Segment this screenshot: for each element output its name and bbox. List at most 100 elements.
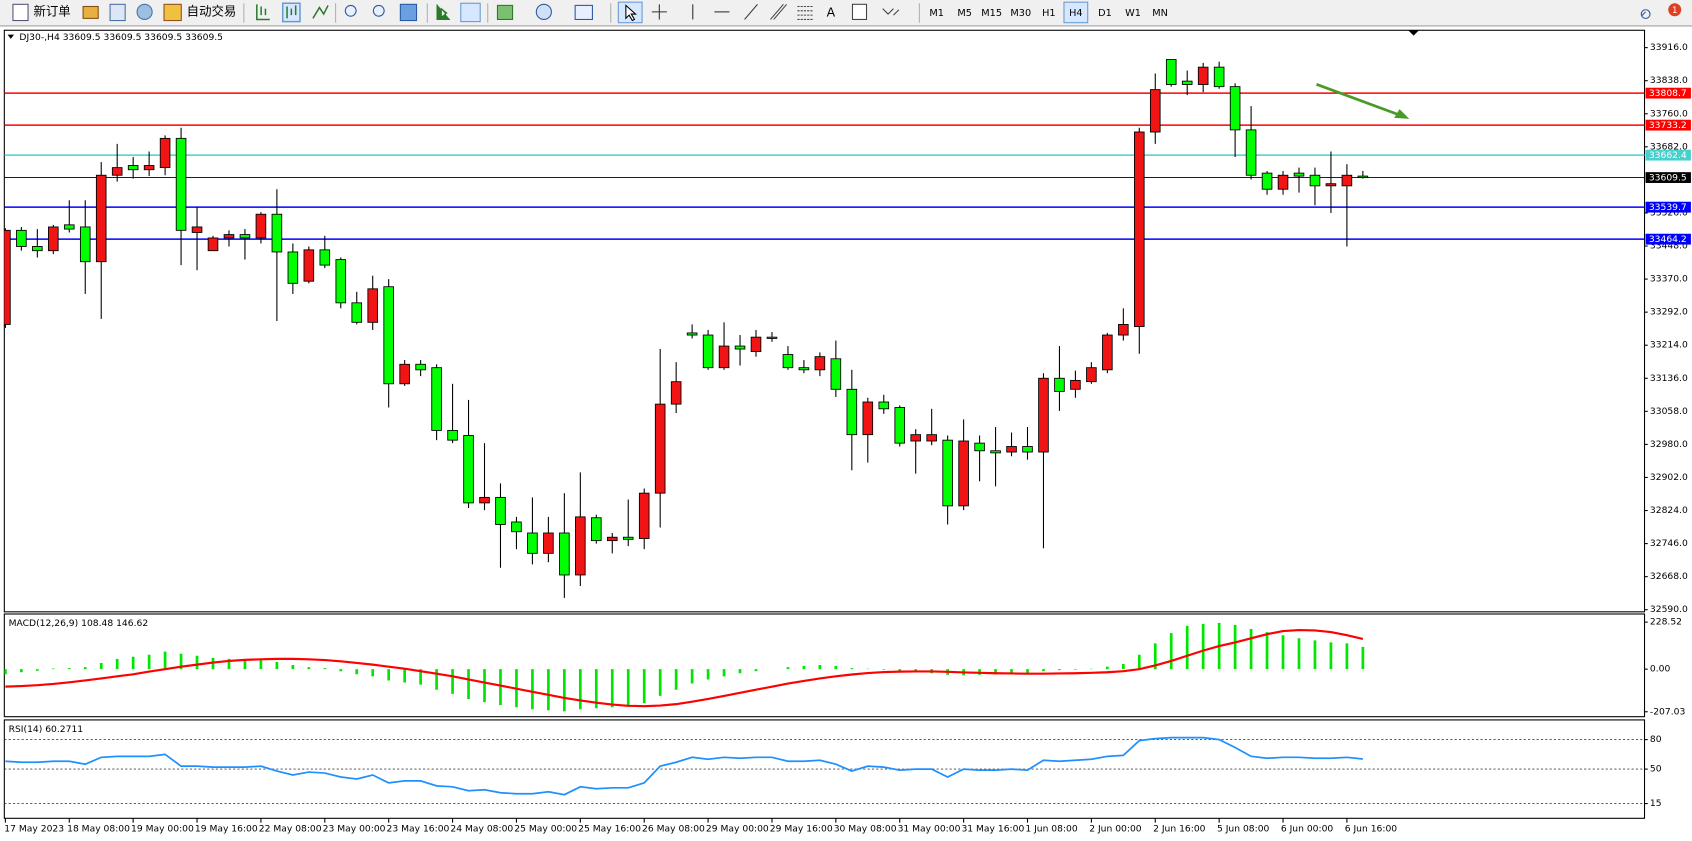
templates[interactable] (574, 4, 593, 20)
timeframe[interactable]: H4 (1069, 8, 1082, 19)
icon[interactable] (312, 5, 329, 19)
candle-body (95, 174, 107, 263)
tile-windows[interactable] (399, 3, 418, 22)
x-tick-label: 23 May 00:00 (323, 824, 386, 835)
symbol-menu[interactable] (7, 34, 15, 39)
notification-badge[interactable] (1668, 3, 1682, 17)
y-tick-label: 33370.0 (1650, 274, 1688, 285)
search[interactable] (1640, 9, 1651, 19)
candle-body (335, 259, 347, 304)
icon[interactable] (82, 5, 99, 19)
price-label-box (1645, 233, 1691, 245)
icon[interactable] (136, 3, 153, 20)
new-order[interactable]: 新订单 (33, 3, 70, 18)
candle-body (1357, 175, 1369, 178)
channel-tool[interactable] (770, 3, 788, 20)
candle-body (1165, 59, 1177, 85)
candle-body (926, 434, 937, 442)
candle-body (1325, 183, 1337, 187)
auto-trading[interactable]: 自动交易 (187, 3, 237, 18)
candle-body (830, 358, 842, 390)
price-label-box (1645, 119, 1691, 131)
y-tick-label: 33916.0 (1650, 42, 1688, 53)
y-tick-label: 33058.0 (1650, 406, 1688, 417)
crosshair[interactable] (651, 4, 667, 20)
candle-body (223, 234, 235, 239)
timeframe[interactable]: D1 (1098, 8, 1112, 19)
price-label: 33539.7 (1649, 202, 1687, 213)
y-tick-label: 33760.0 (1650, 108, 1688, 119)
icon[interactable] (286, 5, 297, 19)
timeframe[interactable]: M5 (957, 8, 972, 19)
y-tick-label: 32668.0 (1650, 571, 1688, 582)
active-timeframe[interactable] (1063, 1, 1089, 24)
candle-body (4, 229, 11, 325)
rsi-plot (4, 736, 1645, 804)
x-tick-label: 29 May 00:00 (706, 824, 769, 835)
timeframe[interactable]: H1 (1042, 8, 1055, 19)
chart-title: DJ30-,H4 33609.5 33609.5 33609.5 33609.5 (19, 32, 223, 43)
y-tick-label: 50 (1650, 764, 1662, 775)
x-tick-label: 25 May 16:00 (578, 824, 641, 835)
rsi-line (5, 736, 1363, 796)
x-tick-label: 6 Jun 16:00 (1345, 824, 1398, 835)
candle-body (1118, 324, 1129, 336)
arrows-tool[interactable] (882, 8, 900, 16)
candle-body (207, 237, 219, 252)
candle-body (495, 496, 506, 525)
x-tick-label: 19 May 00:00 (131, 824, 194, 835)
candle-body (1006, 446, 1017, 453)
icon[interactable] (109, 3, 126, 22)
candle-body (175, 137, 187, 231)
candle-body (1245, 129, 1257, 176)
y-tick-label: -207.03 (1650, 706, 1686, 717)
candle-body (479, 496, 490, 504)
fibo-tool[interactable] (797, 5, 813, 20)
x-tick-label: 19 May 16:00 (195, 824, 258, 835)
candle-body (718, 345, 730, 369)
tool-icons[interactable] (256, 2, 329, 23)
macd-plot (4, 622, 1365, 712)
y-tick-label: 33526.0 (1650, 207, 1688, 218)
shift-marker (1408, 30, 1419, 36)
candle-body (1229, 86, 1241, 131)
candle-body (111, 167, 123, 176)
zoom-out[interactable] (372, 4, 385, 17)
zoom-in[interactable] (344, 4, 357, 17)
y-tick-label: 33448.0 (1650, 241, 1688, 252)
candle-body (383, 286, 394, 385)
trendline-tool[interactable] (744, 3, 758, 20)
indicators[interactable] (496, 4, 514, 20)
price-label: 33808.7 (1649, 88, 1687, 99)
icon[interactable] (256, 4, 270, 21)
y-tick-label: 32590.0 (1650, 604, 1688, 615)
candle-body (702, 334, 714, 369)
candle-body (686, 332, 698, 336)
y-tick-label: 32746.0 (1650, 538, 1688, 549)
auto-trading-icon[interactable] (163, 3, 182, 22)
candle-body (511, 521, 522, 533)
candle-body (942, 439, 953, 507)
price-label-box (1645, 87, 1691, 99)
candle-body (894, 407, 906, 444)
autoscroll[interactable] (436, 4, 450, 20)
candle-body (958, 440, 969, 507)
new-order-icon[interactable] (12, 3, 29, 22)
timeframe[interactable]: W1 (1125, 8, 1141, 19)
timeframe[interactable]: MN (1152, 8, 1168, 19)
y-tick-label: 32902.0 (1650, 472, 1688, 483)
y-tick-label: 228.52 (1650, 617, 1682, 628)
candle-body (1181, 80, 1193, 85)
candle-body (32, 246, 43, 252)
text-tool[interactable]: A (827, 4, 836, 19)
timeframe[interactable]: M30 (1010, 8, 1031, 19)
y-tick-label: 32824.0 (1650, 505, 1688, 516)
periods[interactable] (535, 3, 552, 20)
timeframe[interactable]: M15 (981, 8, 1002, 19)
timeframe[interactable]: M1 (929, 8, 944, 19)
price-label: 33733.2 (1649, 120, 1687, 131)
label-tool[interactable] (851, 3, 868, 20)
chart-shift[interactable] (460, 2, 481, 23)
